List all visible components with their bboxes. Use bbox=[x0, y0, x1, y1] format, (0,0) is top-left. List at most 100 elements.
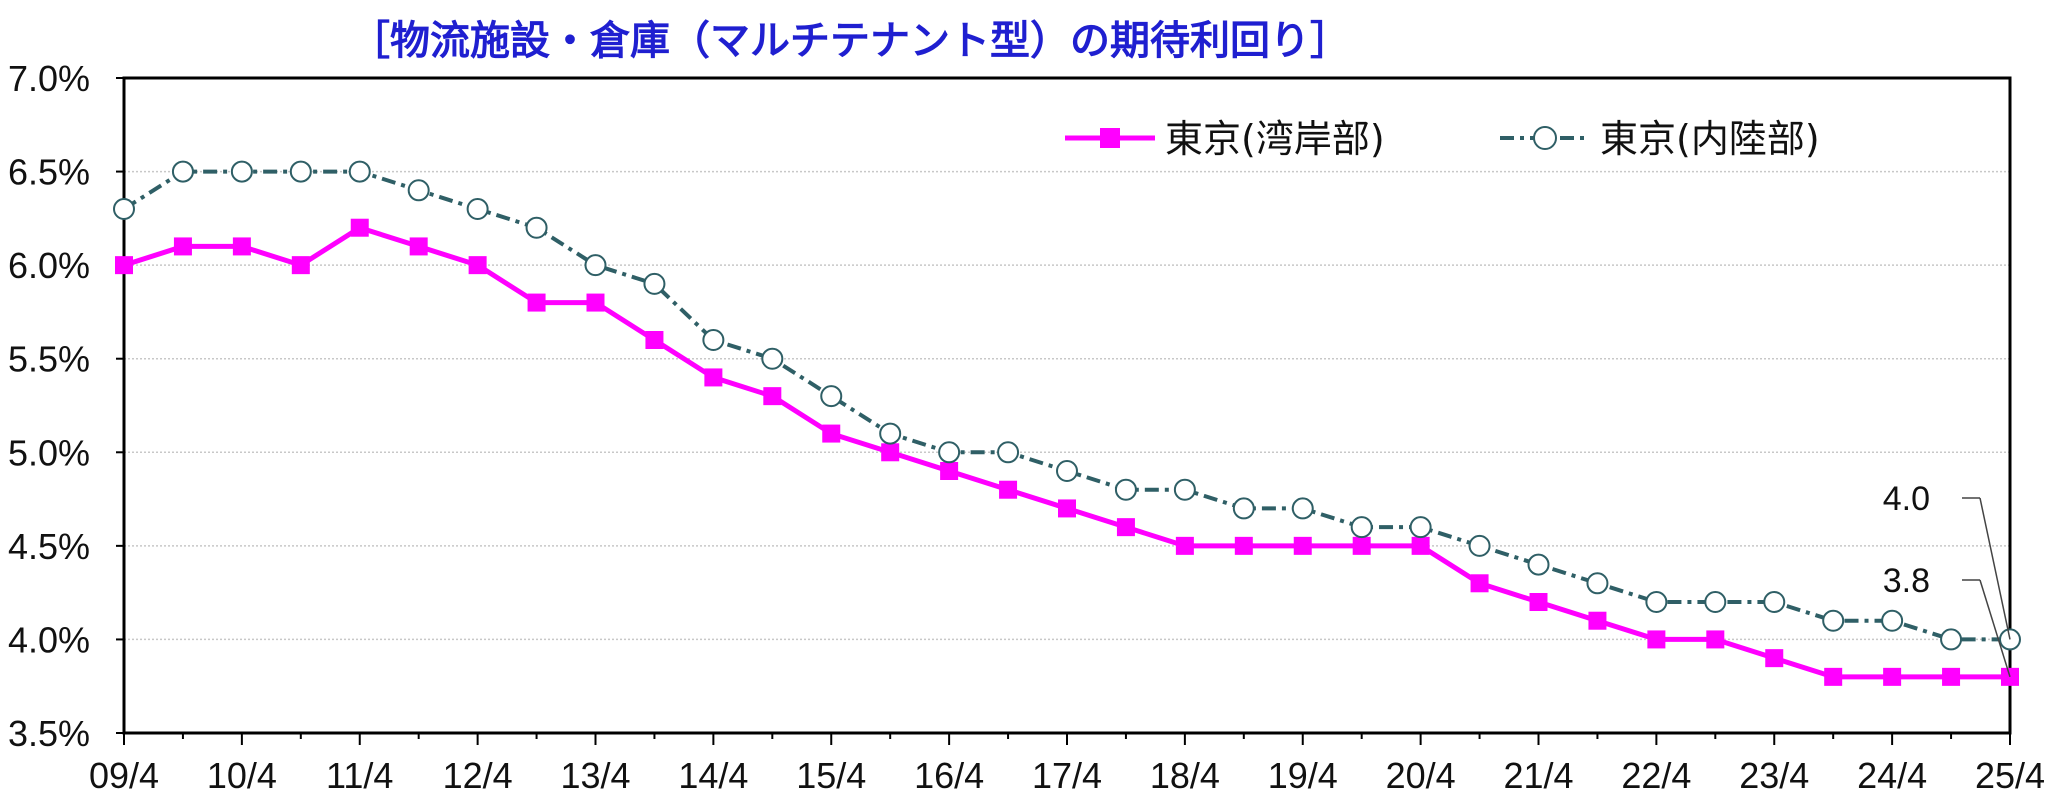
data-point-square bbox=[1942, 667, 1961, 686]
legend-marker-circle bbox=[1533, 126, 1557, 150]
data-point-circle bbox=[1763, 591, 1786, 613]
x-tick-label: 22/4 bbox=[1621, 755, 1691, 796]
data-point-circle bbox=[1468, 534, 1491, 557]
data-point-circle bbox=[230, 160, 253, 183]
annotations: 4.0 3.8 bbox=[1883, 480, 2011, 678]
data-point-square bbox=[1352, 536, 1371, 555]
data-label: 3.8 bbox=[1883, 562, 1930, 600]
legend-marker-square bbox=[1100, 128, 1120, 148]
data-point-circle bbox=[643, 272, 666, 295]
x-tick-label: 25/4 bbox=[1975, 755, 2045, 796]
data-point-circle bbox=[525, 216, 548, 239]
data-point-circle bbox=[1881, 609, 1904, 632]
data-point-circle bbox=[1291, 497, 1314, 520]
x-tick-label: 20/4 bbox=[1386, 755, 1456, 796]
x-tick-label: 09/4 bbox=[89, 755, 159, 796]
data-point-square bbox=[1411, 536, 1430, 555]
data-point-circle bbox=[997, 441, 1020, 464]
y-tick-label: 4.0% bbox=[8, 619, 90, 660]
data-point-square bbox=[409, 237, 428, 256]
legend: 東京(湾岸部) 東京(内陸部) bbox=[1065, 117, 1820, 161]
legend-label: 東京(湾岸部) bbox=[1165, 117, 1385, 161]
data-point-square bbox=[173, 237, 192, 256]
data-point-circle bbox=[1350, 516, 1373, 539]
data-point-square bbox=[1588, 611, 1607, 630]
x-tick-label: 13/4 bbox=[560, 755, 630, 796]
data-point-square bbox=[881, 443, 900, 462]
x-tick-label: 21/4 bbox=[1503, 755, 1573, 796]
leader-line bbox=[1979, 497, 2011, 640]
y-tick-label: 5.5% bbox=[8, 339, 90, 380]
data-point-square bbox=[1116, 518, 1135, 537]
data-point-circle bbox=[1056, 460, 1078, 482]
series-line-0 bbox=[123, 225, 2010, 680]
data-point-circle bbox=[466, 198, 489, 220]
data-point-square bbox=[1234, 536, 1253, 555]
data-point-circle bbox=[584, 254, 607, 277]
y-tick-label: 4.5% bbox=[8, 526, 90, 567]
data-point-circle bbox=[171, 160, 194, 183]
x-tick-label: 15/4 bbox=[796, 755, 866, 796]
x-tick-label: 19/4 bbox=[1268, 755, 1338, 796]
x-tick-label: 23/4 bbox=[1739, 755, 1809, 796]
x-tick-label: 18/4 bbox=[1150, 755, 1220, 796]
x-tick-label: 10/4 bbox=[207, 755, 277, 796]
data-label: 4.0 bbox=[1883, 480, 1930, 518]
data-point-square bbox=[822, 424, 841, 443]
data-point-circle bbox=[1409, 516, 1432, 539]
data-point-square bbox=[115, 256, 133, 275]
data-point-square bbox=[1175, 536, 1194, 555]
data-point-circle bbox=[879, 422, 902, 445]
data-point-square bbox=[350, 218, 369, 237]
y-axis: 3.5% 4.0% 4.5% 5.0% 5.5% 6.0% 6.5% 7.0% bbox=[8, 58, 124, 754]
data-point-circle bbox=[820, 385, 843, 408]
data-point-square bbox=[586, 293, 605, 312]
data-point-circle bbox=[1173, 478, 1196, 501]
data-point-square bbox=[1293, 536, 1312, 555]
data-point-circle bbox=[1645, 591, 1668, 613]
data-point-square bbox=[645, 331, 664, 349]
data-point-square bbox=[1765, 649, 1784, 668]
data-point-square bbox=[1647, 630, 1666, 649]
data-point-square bbox=[1529, 593, 1548, 611]
data-point-circle bbox=[348, 160, 371, 183]
y-tick-label: 6.0% bbox=[8, 245, 90, 286]
data-point-circle bbox=[1527, 553, 1550, 576]
data-point-circle bbox=[113, 198, 135, 220]
plot-area-frame bbox=[122, 76, 2012, 735]
data-point-square bbox=[999, 480, 1018, 499]
data-point-circle bbox=[702, 329, 725, 351]
y-tick-label: 7.0% bbox=[8, 58, 90, 99]
chart-title: ［物流施設・倉庫（マルチテナント型）の期待利回り］ bbox=[350, 18, 1350, 64]
x-axis: 09/4 10/4 11/4 12/4 13/4 14/4 15/4 16/4 17/4 18/4… bbox=[89, 733, 2045, 796]
data-point-circle bbox=[1586, 572, 1609, 595]
data-point-circle bbox=[1940, 628, 1963, 651]
data-point-circle bbox=[407, 179, 430, 202]
data-point-square bbox=[763, 387, 782, 406]
x-tick-label: 11/4 bbox=[326, 755, 393, 796]
data-point-square bbox=[940, 462, 959, 480]
series-layer bbox=[113, 160, 2021, 686]
data-point-square bbox=[232, 237, 251, 256]
x-tick-label: 12/4 bbox=[443, 755, 513, 796]
data-point-circle bbox=[1232, 497, 1255, 520]
data-point-square bbox=[468, 256, 487, 275]
leader-line bbox=[1979, 579, 2011, 678]
data-point-circle bbox=[761, 347, 784, 370]
data-point-circle bbox=[1704, 591, 1727, 613]
data-point-square bbox=[1883, 667, 1902, 686]
data-point-circle bbox=[1114, 478, 1137, 501]
data-point-square bbox=[1824, 667, 1843, 686]
data-point-circle bbox=[289, 160, 312, 183]
data-point-square bbox=[1706, 630, 1725, 649]
y-tick-label: 5.0% bbox=[8, 432, 90, 473]
data-point-square bbox=[1058, 499, 1076, 518]
x-tick-label: 16/4 bbox=[914, 755, 984, 796]
data-point-square bbox=[704, 368, 723, 387]
legend-label: 東京(内陸部) bbox=[1600, 117, 1820, 161]
data-point-square bbox=[527, 293, 546, 312]
y-tick-label: 6.5% bbox=[8, 152, 90, 193]
x-tick-label: 24/4 bbox=[1857, 755, 1927, 796]
